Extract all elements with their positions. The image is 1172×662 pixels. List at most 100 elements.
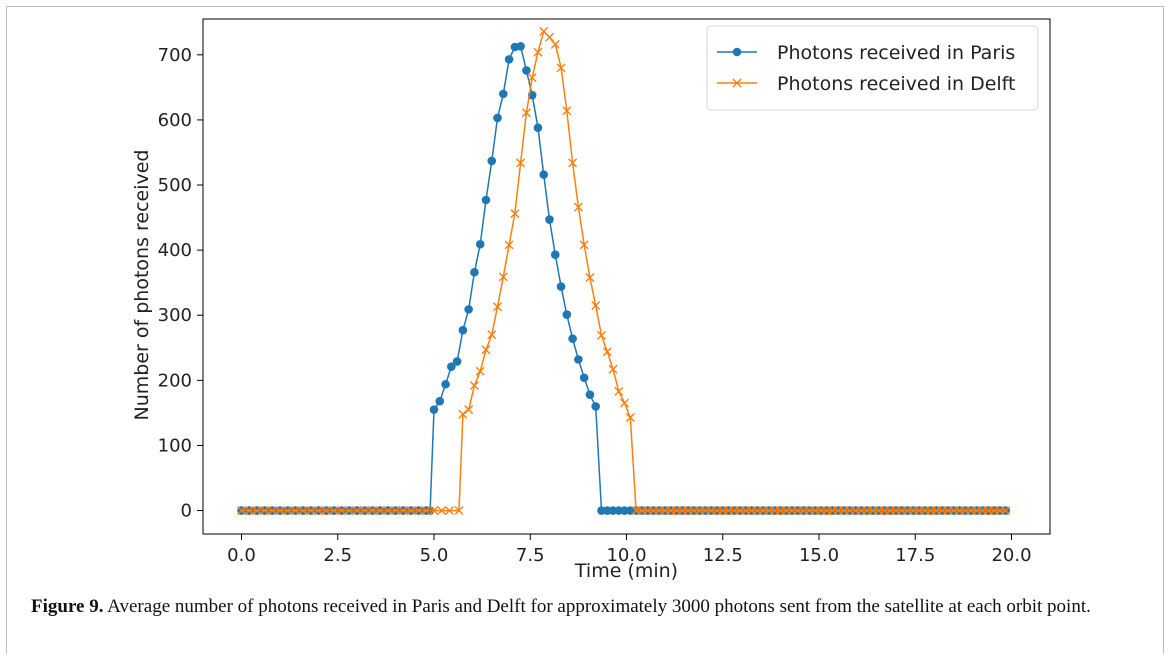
data-point xyxy=(314,506,323,516)
figure-frame: 0.0 2.5 5.0 7.5 10.0 12.5 15.0 17.5 20.0 0 100 200 3… xyxy=(6,6,1164,654)
x-tick-label: 17.5 xyxy=(895,545,935,566)
data-point xyxy=(429,405,439,414)
data-point xyxy=(352,506,362,516)
data-point xyxy=(321,506,331,516)
data-point xyxy=(487,330,497,340)
data-point xyxy=(1001,506,1011,516)
y-tick-label: 600 xyxy=(158,110,192,131)
data-point xyxy=(306,506,316,516)
data-point xyxy=(458,409,468,419)
figure-caption: Figure 9. Average number of photons rece… xyxy=(31,594,1151,620)
data-point xyxy=(493,113,502,123)
data-point xyxy=(556,282,566,291)
x-tick-label: 5.0 xyxy=(420,545,449,566)
series-line xyxy=(241,29,1006,512)
data-point xyxy=(585,390,595,399)
legend-label: Photons received in Delft xyxy=(777,73,1015,95)
x-tick-label: 15.0 xyxy=(799,545,839,566)
data-point xyxy=(499,89,508,99)
legend: Photons received in Paris Photons receive… xyxy=(706,25,1039,111)
data-point xyxy=(383,506,393,516)
data-point xyxy=(568,158,578,168)
x-tick-label: 20.0 xyxy=(991,545,1031,566)
x-tick-label: 10.0 xyxy=(606,545,646,566)
data-point xyxy=(464,305,473,314)
x-tick-label: 7.5 xyxy=(516,545,545,566)
data-point xyxy=(521,108,531,118)
data-point xyxy=(447,362,456,371)
legend-box xyxy=(706,25,1039,111)
data-point xyxy=(429,506,439,516)
x-tick-label: 12.5 xyxy=(703,545,743,566)
data-point xyxy=(464,405,474,415)
data-point xyxy=(562,106,572,116)
data-point xyxy=(539,170,549,179)
data-point xyxy=(620,398,630,408)
series-1 xyxy=(237,26,1011,516)
caption-text: Average number of photons received in Pa… xyxy=(103,596,1091,617)
data-point xyxy=(298,506,308,516)
data-point xyxy=(481,195,491,205)
data-point xyxy=(504,55,514,64)
data-point xyxy=(487,156,497,166)
y-axis-label: Number of photons received xyxy=(131,150,153,421)
legend-marker xyxy=(732,47,742,57)
y-tick-label: 0 xyxy=(181,501,192,522)
data-point xyxy=(475,366,485,376)
line-chart: 0.0 2.5 5.0 7.5 10.0 12.5 15.0 17.5 20.0 0 100 200 3… xyxy=(131,18,1051,582)
legend-marker xyxy=(732,78,742,88)
x-tick-label: 0.0 xyxy=(227,545,256,566)
y-tick-label: 200 xyxy=(158,370,192,391)
data-point xyxy=(375,506,385,516)
x-axis-label: Time (min) xyxy=(574,560,678,582)
y-tick-label: 400 xyxy=(158,240,192,261)
data-point xyxy=(437,506,447,516)
data-point xyxy=(252,506,262,516)
data-point xyxy=(550,250,560,259)
data-point xyxy=(504,240,514,250)
data-point xyxy=(585,272,595,282)
data-point xyxy=(237,506,246,516)
data-point xyxy=(260,506,270,516)
data-point xyxy=(337,506,347,516)
data-point xyxy=(470,267,479,277)
legend-label: Photons received in Paris xyxy=(777,42,1015,64)
data-point xyxy=(283,506,293,516)
y-tick-label: 300 xyxy=(158,305,192,326)
y-tick-label: 700 xyxy=(158,45,192,66)
data-point xyxy=(275,506,285,516)
data-point xyxy=(435,396,445,406)
data-point xyxy=(625,412,635,422)
data-point xyxy=(421,506,431,516)
data-point xyxy=(475,239,485,249)
data-point xyxy=(329,506,339,516)
data-point xyxy=(458,325,468,335)
y-tick-label: 500 xyxy=(158,175,192,196)
data-point xyxy=(574,355,583,364)
data-point xyxy=(367,506,377,516)
data-point xyxy=(596,330,606,340)
data-point xyxy=(591,402,600,411)
data-point xyxy=(510,209,520,219)
x-tick-label: 2.5 xyxy=(323,545,352,566)
data-point xyxy=(533,47,543,57)
data-point xyxy=(579,373,589,383)
data-point xyxy=(391,506,400,516)
data-point xyxy=(360,506,370,516)
data-point xyxy=(608,364,618,374)
data-point xyxy=(481,345,491,355)
figure-number: Figure 9. xyxy=(31,596,104,617)
data-point xyxy=(545,215,554,224)
data-point xyxy=(454,506,464,516)
data-point xyxy=(469,381,479,391)
data-point xyxy=(602,347,612,357)
data-point xyxy=(290,506,300,516)
data-point xyxy=(614,386,624,396)
data-point xyxy=(527,73,537,83)
data-point xyxy=(562,310,572,319)
data-point xyxy=(533,123,543,133)
data-point xyxy=(516,158,526,168)
data-point xyxy=(545,32,554,42)
data-point xyxy=(573,202,583,212)
data-point xyxy=(441,379,450,389)
